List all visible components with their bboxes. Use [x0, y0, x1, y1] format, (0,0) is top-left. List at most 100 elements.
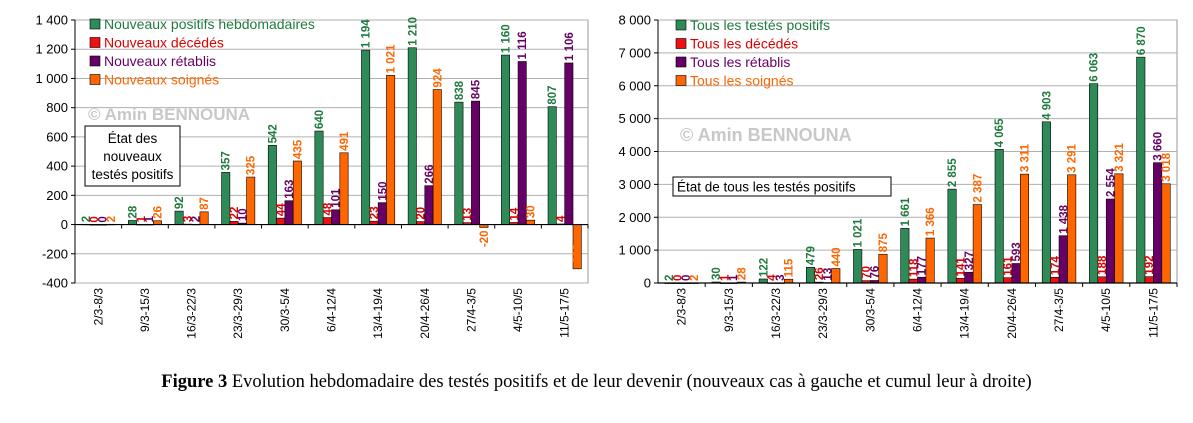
category-label: 27/4-3/5 — [464, 288, 478, 332]
y-tick-label: 5 000 — [618, 111, 651, 126]
y-tick-label: 0 — [61, 217, 68, 232]
data-label: 141 — [955, 257, 967, 277]
annotation-box — [672, 176, 892, 197]
category-label: 23/3-29/3 — [816, 288, 830, 339]
data-label: 838 — [454, 80, 466, 100]
bar — [1003, 277, 1013, 284]
figure-caption: Figure 3 Evolution hebdomadaire des test… — [0, 372, 1193, 393]
annotation-text: État de tous les testés positifs — [677, 180, 856, 195]
legend-entry: Nouveaux rétablis — [104, 53, 216, 69]
data-label: 593 — [1011, 242, 1023, 261]
annotation-text: État des nouveaux testés positifs — [92, 131, 174, 182]
legend-swatch — [675, 38, 687, 49]
bar — [526, 219, 536, 225]
category-label: 6/4-12/4 — [325, 288, 339, 332]
legend-swatch — [89, 37, 101, 48]
legend-entry: Tous les rétablis — [690, 54, 790, 70]
y-tick-label: -200 — [42, 246, 68, 261]
data-label: 325 — [246, 155, 258, 175]
data-label: 13 — [462, 208, 474, 221]
bar — [1050, 276, 1060, 284]
data-label: 1 194 — [361, 19, 373, 48]
data-label: 266 — [424, 165, 436, 184]
category-label: 4/5-10/5 — [1099, 288, 1113, 332]
data-label: 2 — [191, 216, 203, 222]
legend-swatch — [89, 18, 101, 30]
data-label: 10 — [237, 208, 249, 221]
data-label: 22 — [229, 207, 241, 220]
data-label: 28 — [127, 205, 139, 218]
data-label: 807 — [547, 85, 559, 104]
data-label: 4 — [556, 215, 568, 222]
data-label: 163 — [284, 180, 296, 199]
bar — [1019, 173, 1030, 284]
bar — [471, 100, 481, 225]
category-label: 30/3-5/4 — [278, 288, 292, 332]
data-label: 1 — [728, 274, 740, 281]
category-label: 23/3-29/3 — [231, 288, 245, 339]
legend-entry: Nouveaux décédés — [104, 35, 224, 51]
category-label: 9/3-15/3 — [722, 288, 736, 332]
data-label: 327 — [964, 251, 976, 270]
data-label: 3 — [182, 216, 194, 222]
y-tick-label: 1 000 — [618, 243, 651, 258]
data-label: 6 870 — [1136, 26, 1148, 55]
data-label: 192 — [1144, 256, 1156, 275]
data-label: 6 063 — [1089, 53, 1101, 82]
data-label: 1 021 — [386, 44, 398, 73]
data-label: 26 — [152, 206, 164, 219]
data-label: 1 210 — [407, 17, 419, 46]
data-label: 1 366 — [925, 207, 937, 236]
figure-stage: -400 -200 0 200 400 600 800 1 000 1 200 1 400 2/3-… — [35, 13, 1178, 339]
data-label: 92 — [174, 196, 186, 209]
data-label: 2 — [106, 216, 118, 222]
bar — [955, 278, 965, 284]
data-label: 2 — [664, 275, 676, 281]
data-label: 150 — [377, 181, 389, 200]
bar — [322, 217, 332, 225]
bar — [1136, 56, 1146, 284]
data-label: -20 — [479, 230, 491, 247]
data-label: 542 — [267, 124, 279, 143]
watermark: © Amin BENNOUNA — [680, 125, 852, 145]
y-tick-label: 400 — [46, 159, 68, 174]
legend-swatch — [675, 75, 687, 86]
category-label: 4/5-10/5 — [511, 288, 525, 332]
chart-cumulative: 0 1 000 2 000 3 000 4 000 5 000 6 000 7 000 8 00… — [618, 13, 1178, 339]
y-tick-label: 1 200 — [35, 42, 68, 57]
y-tick-label: 6 000 — [618, 78, 651, 93]
category-label: 9/3-15/3 — [138, 288, 152, 332]
bar — [386, 75, 396, 225]
data-label: 3 311 — [1020, 143, 1032, 172]
bar — [407, 47, 417, 225]
data-label: 1 106 — [564, 32, 576, 61]
data-label: 491 — [339, 131, 351, 151]
data-label: 4 065 — [994, 118, 1006, 147]
y-tick-label: -400 — [42, 276, 68, 291]
annotation-line: nouveaux — [103, 149, 162, 164]
data-label: 435 — [292, 139, 304, 159]
data-label: 44 — [276, 203, 288, 216]
data-label: 3 291 — [1067, 143, 1079, 172]
data-label: 1 160 — [501, 24, 513, 53]
data-label: -303 — [572, 244, 584, 267]
y-tick-label: 4 000 — [618, 144, 651, 159]
category-label: 6/4-12/4 — [911, 288, 925, 332]
data-label: 440 — [831, 247, 843, 266]
data-label: 1 021 — [853, 218, 865, 247]
data-label: 1 — [144, 215, 156, 222]
y-tick-label: 2 000 — [618, 210, 651, 225]
category-label: 13/4-19/4 — [958, 288, 972, 339]
data-label: 48 — [322, 202, 334, 215]
y-tick-label: 7 000 — [618, 45, 651, 60]
data-label: 115 — [784, 258, 796, 277]
legend-entry: Nouveaux positifs hebdomadaires — [104, 16, 315, 32]
bar — [517, 61, 527, 225]
y-tick-label: 0 — [644, 276, 651, 291]
bar — [1097, 276, 1107, 284]
data-label: 87 — [199, 197, 211, 210]
data-label: 23 — [369, 206, 381, 219]
data-label: 0 — [672, 275, 684, 281]
watermark: © Amin BENNOUNA — [88, 105, 250, 124]
data-label: 875 — [878, 232, 890, 252]
